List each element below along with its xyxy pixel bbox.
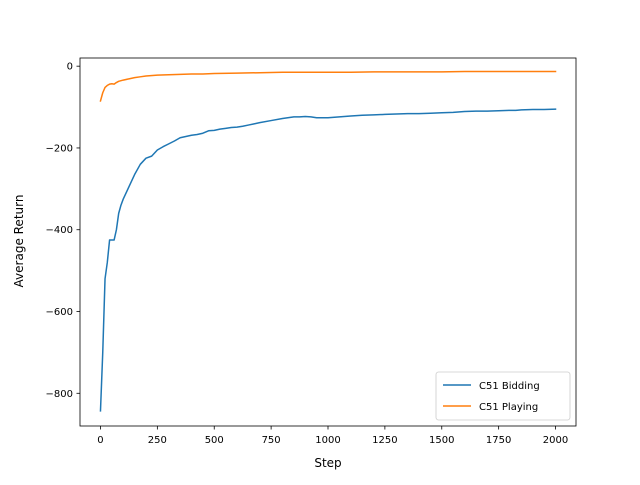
x-tick-label: 250 xyxy=(148,435,167,446)
legend: C51 Bidding C51 Playing xyxy=(435,371,571,421)
legend-label-2: C51 Playing xyxy=(479,402,538,413)
x-tick-label: 0 xyxy=(97,435,103,446)
x-tick-label: 500 xyxy=(205,435,224,446)
y-tick-label: 0 xyxy=(67,62,73,73)
ticks: 0 250 500 750 1000 1250 1500 1750 2000 0 −200 −400 −… xyxy=(46,62,569,446)
x-tick-label: 1750 xyxy=(486,435,511,446)
y-tick-label: −200 xyxy=(46,143,73,154)
y-axis-label: Average Return xyxy=(12,195,26,288)
series-line-1 xyxy=(99,108,557,412)
legend-box xyxy=(435,371,571,421)
x-tick-label: 1250 xyxy=(372,435,397,446)
x-tick-label: 750 xyxy=(262,435,281,446)
x-axis-label: Step xyxy=(314,456,341,470)
y-tick-label: −400 xyxy=(46,225,73,236)
x-tick-label: 1500 xyxy=(429,435,454,446)
x-tick-label: 1000 xyxy=(315,435,340,446)
series-line-2 xyxy=(99,70,557,102)
x-tick-label: 2000 xyxy=(543,435,568,446)
y-tick-label: −800 xyxy=(46,389,73,400)
y-tick-label: −600 xyxy=(46,307,73,318)
plot-area xyxy=(99,70,557,412)
legend-label-1: C51 Bidding xyxy=(479,381,540,392)
